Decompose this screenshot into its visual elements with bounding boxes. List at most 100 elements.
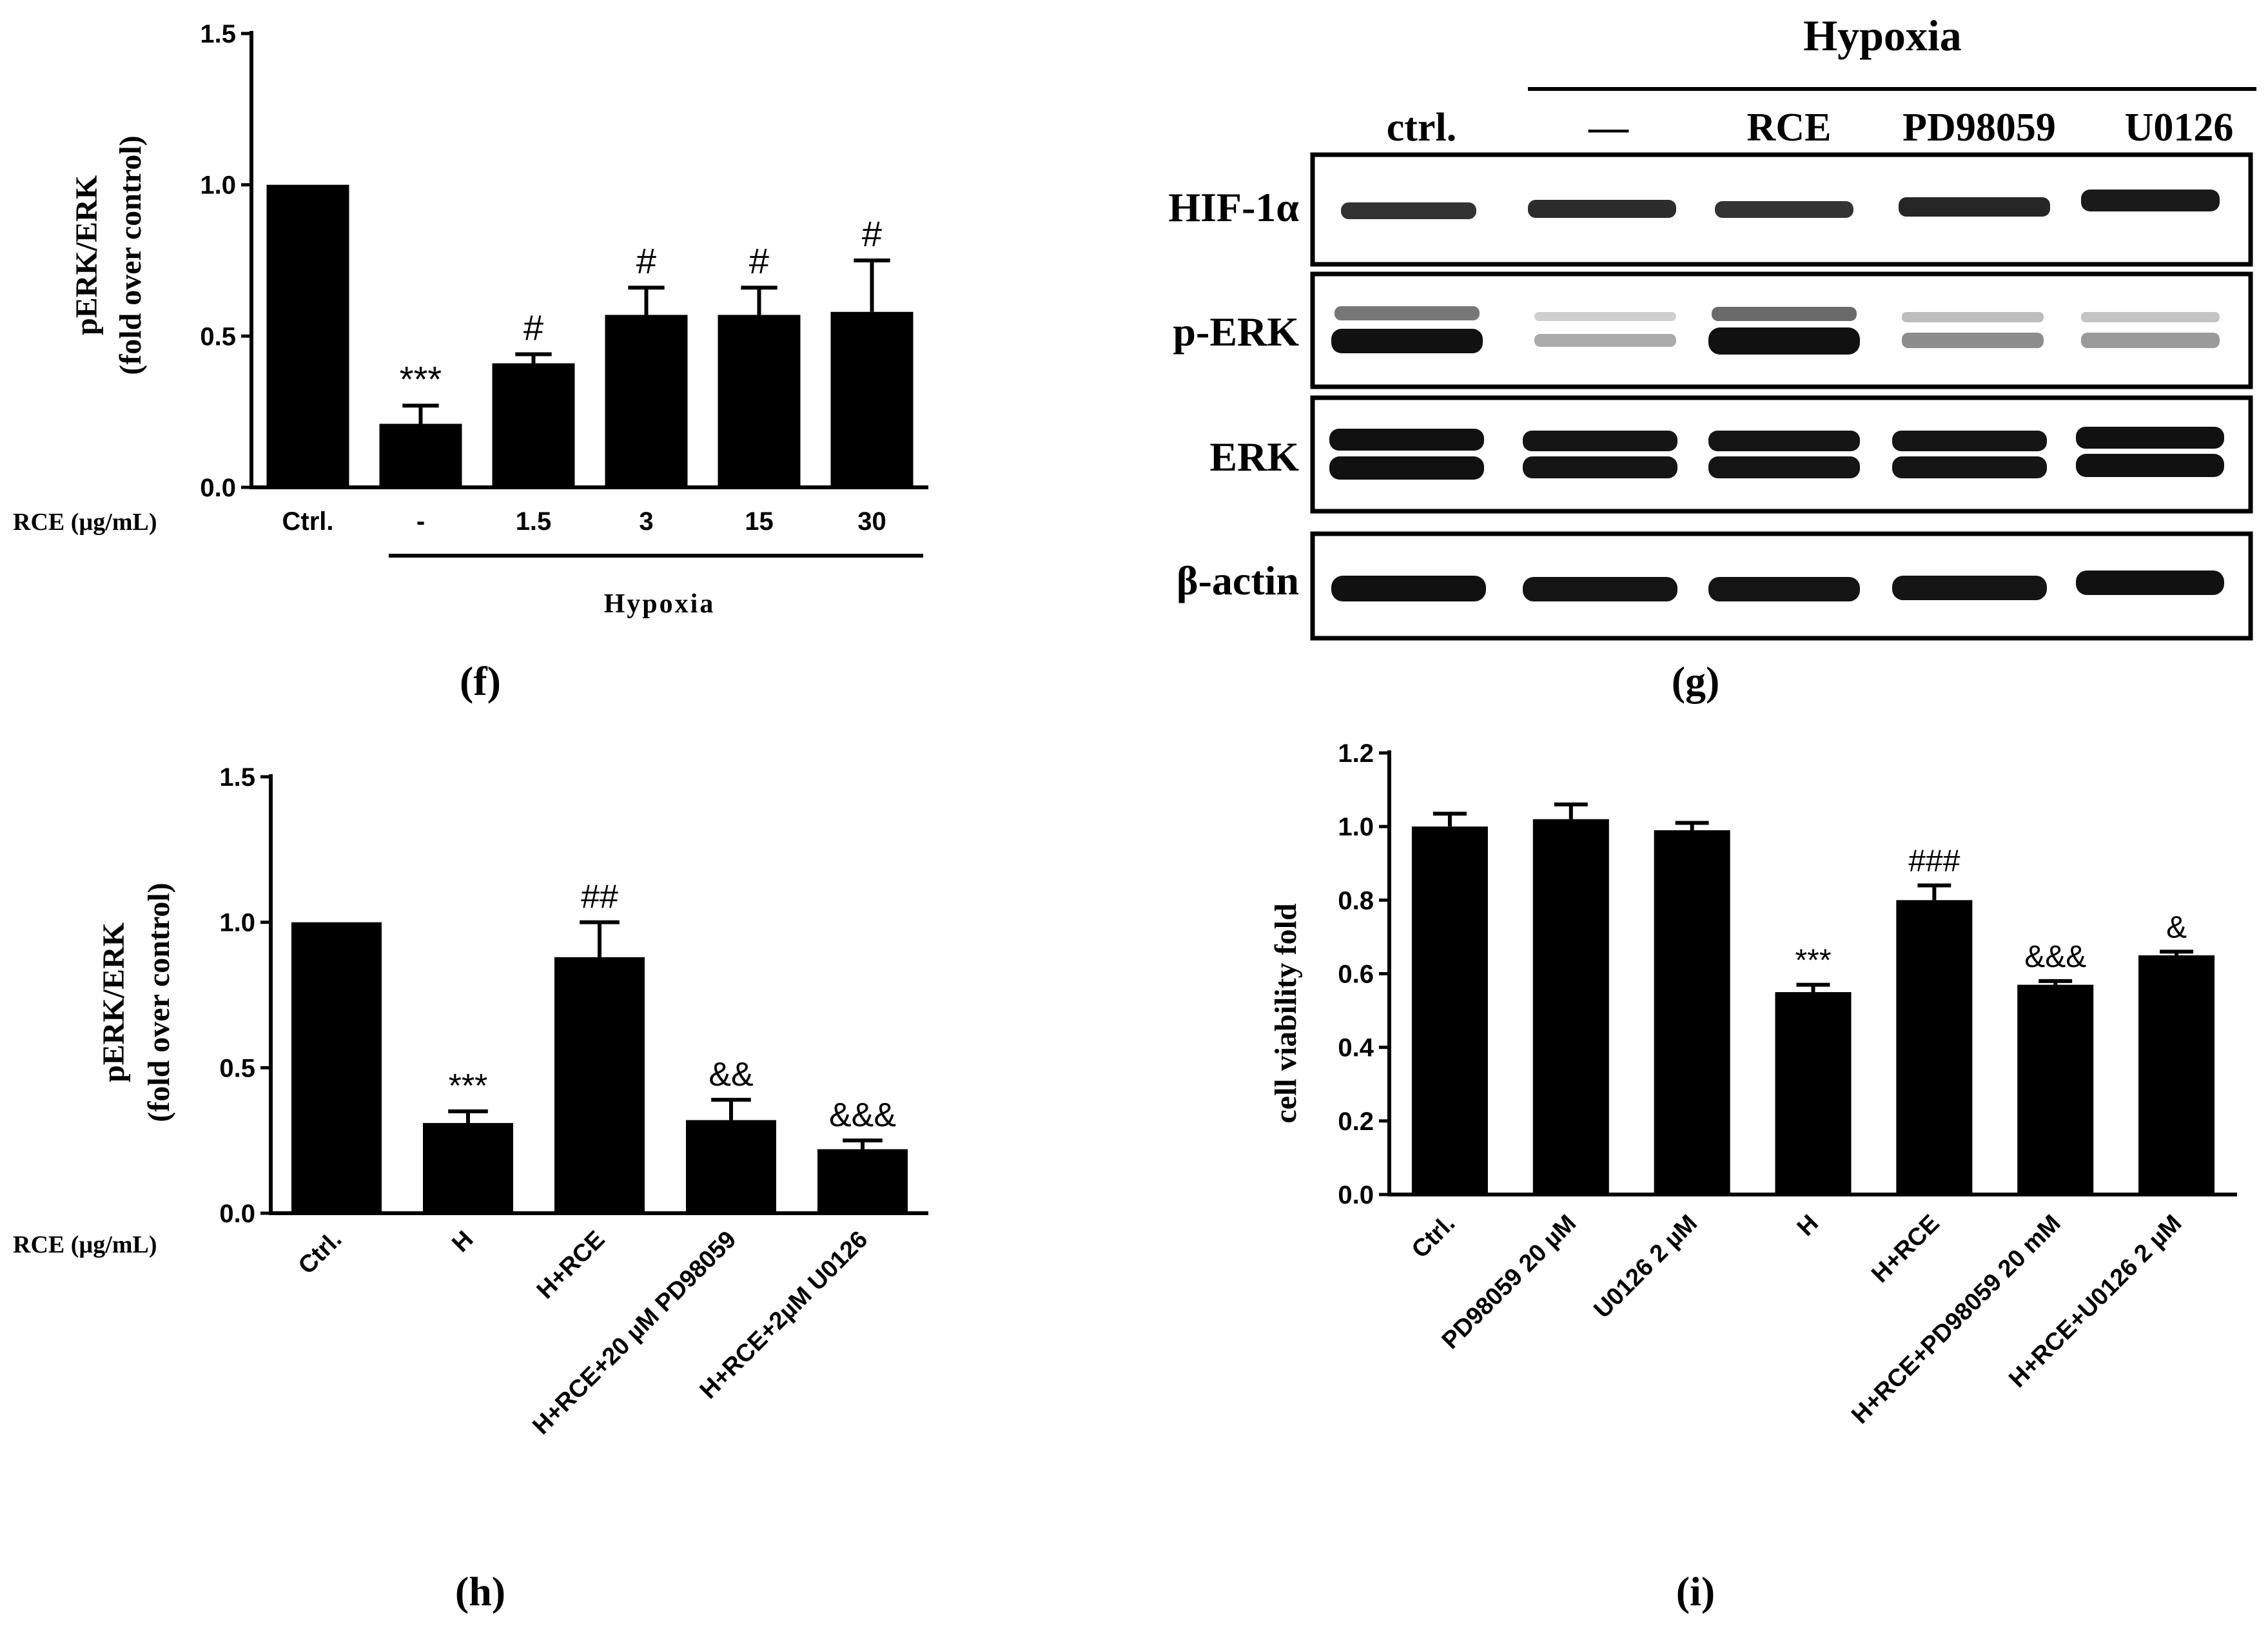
blot-lane-label-ctrl: ctrl.	[1387, 106, 1456, 150]
y-tick-label: 0.4	[1338, 1034, 1374, 1062]
panel-g-caption: (g)	[1672, 658, 1720, 704]
blot-band	[1334, 306, 1480, 320]
x-category-label: Ctrl.	[293, 1226, 347, 1280]
blot-band	[1892, 431, 2047, 451]
bar	[266, 184, 349, 487]
blot-band	[1892, 576, 2047, 600]
panel-g-western-blot: Hypoxia ctrl. — RCE PD98059 U0126 HIF-1α…	[1168, 11, 2256, 704]
blot-band	[1523, 577, 1677, 601]
y-tick-label: 0.0	[1338, 1181, 1374, 1209]
bar	[817, 1149, 908, 1213]
x-category-label: H+RCE+PD98059 20 mM	[1846, 1210, 2066, 1429]
significance-marker: #	[749, 240, 769, 281]
panel-h-ylabel-line1: pERK/ERK	[97, 922, 131, 1082]
blot-lane-label-hypoxia: —	[1588, 106, 1629, 150]
y-tick-label: 0.0	[219, 1200, 255, 1228]
y-tick-label: 1.0	[219, 909, 255, 937]
y-tick-label: 0.6	[1338, 961, 1374, 989]
x-category-label: Ctrl.	[282, 507, 334, 536]
y-tick-label: 1.5	[200, 20, 236, 48]
blot-header-hypoxia: Hypoxia	[1803, 11, 1962, 60]
panel-f-row-label: RCE (µg/mL)	[13, 509, 157, 536]
panel-f-ylabel-line2: (fold over control)	[113, 135, 148, 375]
blot-row-label-bactin: β-actin	[1177, 558, 1299, 603]
blot-band	[2076, 571, 2224, 595]
bar	[830, 311, 914, 487]
blot-box-hif1a	[1310, 152, 2253, 267]
panel-f-caption: (f)	[460, 658, 501, 704]
panel-h-row-label: RCE (µg/mL)	[13, 1231, 157, 1258]
blot-band	[1708, 327, 1860, 355]
panel-f-group-label: Hypoxia	[604, 589, 716, 619]
significance-marker: ##	[581, 879, 618, 916]
bar	[554, 957, 645, 1213]
bar	[686, 1120, 776, 1213]
blot-band	[1899, 197, 2050, 217]
y-tick-label: 0.5	[219, 1054, 255, 1082]
x-category-label: U0126 2 µM	[1589, 1210, 1703, 1324]
significance-marker: &&&	[2024, 940, 2086, 974]
significance-marker: &&	[709, 1056, 753, 1093]
blot-band	[1712, 307, 1857, 321]
blot-band	[2081, 190, 2220, 211]
blot-band	[1534, 334, 1676, 347]
significance-marker: &	[2166, 910, 2187, 944]
bar	[423, 1123, 513, 1213]
blot-band	[1523, 456, 1677, 478]
bar	[1896, 900, 1973, 1195]
x-category-label: H+RCE	[532, 1226, 611, 1305]
blot-band	[1902, 333, 2044, 348]
x-category-label: 3	[639, 507, 653, 536]
bar	[605, 315, 688, 487]
x-category-label: H+RCE	[1866, 1210, 1945, 1289]
blot-band	[2076, 427, 2224, 449]
blot-band	[1892, 456, 2047, 478]
significance-marker: #	[523, 307, 543, 347]
blot-lane-label-pd98059: PD98059	[1902, 106, 2056, 150]
bar	[1532, 819, 1609, 1195]
blot-band	[1708, 577, 1860, 601]
bar	[492, 363, 575, 487]
blot-band	[1708, 431, 1860, 451]
blot-lane-label-u0126: U0126	[2125, 106, 2234, 150]
y-tick-label: 0.8	[1338, 886, 1374, 915]
bar	[379, 424, 462, 487]
bar	[718, 315, 801, 487]
panel-i-caption: (i)	[1676, 1568, 1715, 1614]
blot-band	[1331, 576, 1486, 601]
y-tick-label: 1.5	[219, 763, 255, 792]
blot-box-perk	[1310, 271, 2253, 389]
x-category-label: H	[447, 1226, 478, 1258]
blot-lane-label-rce: RCE	[1747, 106, 1832, 150]
significance-marker: ***	[449, 1068, 488, 1105]
blot-band	[1534, 312, 1676, 321]
y-tick-label: 0.2	[1338, 1107, 1374, 1136]
x-category-label: 15	[745, 507, 774, 536]
blot-band	[1329, 429, 1484, 451]
blot-band	[1523, 431, 1677, 451]
blot-band	[1715, 201, 1853, 218]
bar	[1654, 830, 1730, 1195]
bar	[1411, 826, 1488, 1195]
y-tick-label: 0.5	[200, 322, 236, 351]
x-category-label: 30	[857, 507, 886, 536]
panel-f-ylabel-line1: pERK/ERK	[70, 175, 104, 335]
y-tick-label: 0.0	[200, 474, 236, 502]
blot-row-label-hif1a: HIF-1α	[1168, 184, 1299, 230]
x-category-label: 1.5	[516, 507, 552, 536]
blot-band	[1341, 202, 1476, 219]
blot-band	[1329, 456, 1484, 480]
bar	[2138, 955, 2215, 1195]
x-category-label: Ctrl.	[1407, 1210, 1460, 1263]
panel-h-ylabel-line2: (fold over control)	[142, 883, 176, 1122]
bar	[1775, 992, 1852, 1195]
panel-h-caption: (h)	[455, 1568, 505, 1614]
panel-i-ylabel: cell viability fold	[1269, 903, 1303, 1124]
blot-band	[2081, 333, 2220, 348]
significance-marker: ###	[1908, 844, 1960, 879]
blot-band	[1528, 200, 1676, 218]
blot-band	[2076, 454, 2224, 477]
significance-marker: #	[862, 213, 882, 254]
x-category-label: PD98059 20 µM	[1437, 1210, 1581, 1354]
